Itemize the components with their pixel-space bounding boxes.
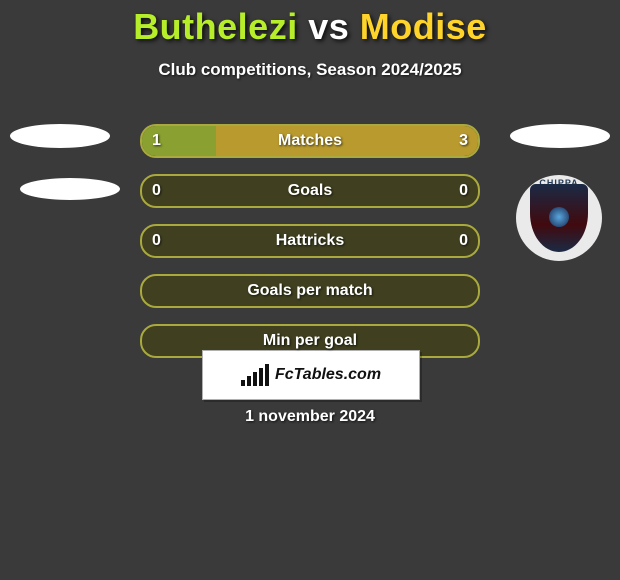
player1-photo-placeholder <box>10 124 110 148</box>
site-logo-text: FcTables.com <box>275 366 381 384</box>
player1-club-placeholder <box>20 178 120 200</box>
stat-row: 13Matches <box>140 124 480 158</box>
shield-icon <box>530 184 588 252</box>
subtitle: Club competitions, Season 2024/2025 <box>0 60 620 80</box>
stat-row: 00Hattricks <box>140 224 480 258</box>
stat-row: 00Goals <box>140 174 480 208</box>
stat-label: Matches <box>142 126 478 156</box>
comparison-title: Buthelezi vs Modise <box>0 6 620 48</box>
player2-club-badge: CHIPPA <box>516 175 602 261</box>
player1-name: Buthelezi <box>133 6 298 47</box>
player2-photo-placeholder <box>510 124 610 148</box>
stat-row: Min per goal <box>140 324 480 358</box>
bars-icon <box>241 364 269 386</box>
stat-label: Goals <box>142 176 478 206</box>
site-logo: FcTables.com <box>202 350 420 400</box>
stat-label: Goals per match <box>142 276 478 306</box>
vs-label: vs <box>308 6 349 47</box>
stat-row: Goals per match <box>140 274 480 308</box>
snapshot-date: 1 november 2024 <box>0 408 620 426</box>
stat-label: Min per goal <box>142 326 478 356</box>
player2-name: Modise <box>360 6 487 47</box>
stats-block: 13Matches 00Goals 00Hattricks Goals per mat… <box>140 124 480 374</box>
stat-label: Hattricks <box>142 226 478 256</box>
